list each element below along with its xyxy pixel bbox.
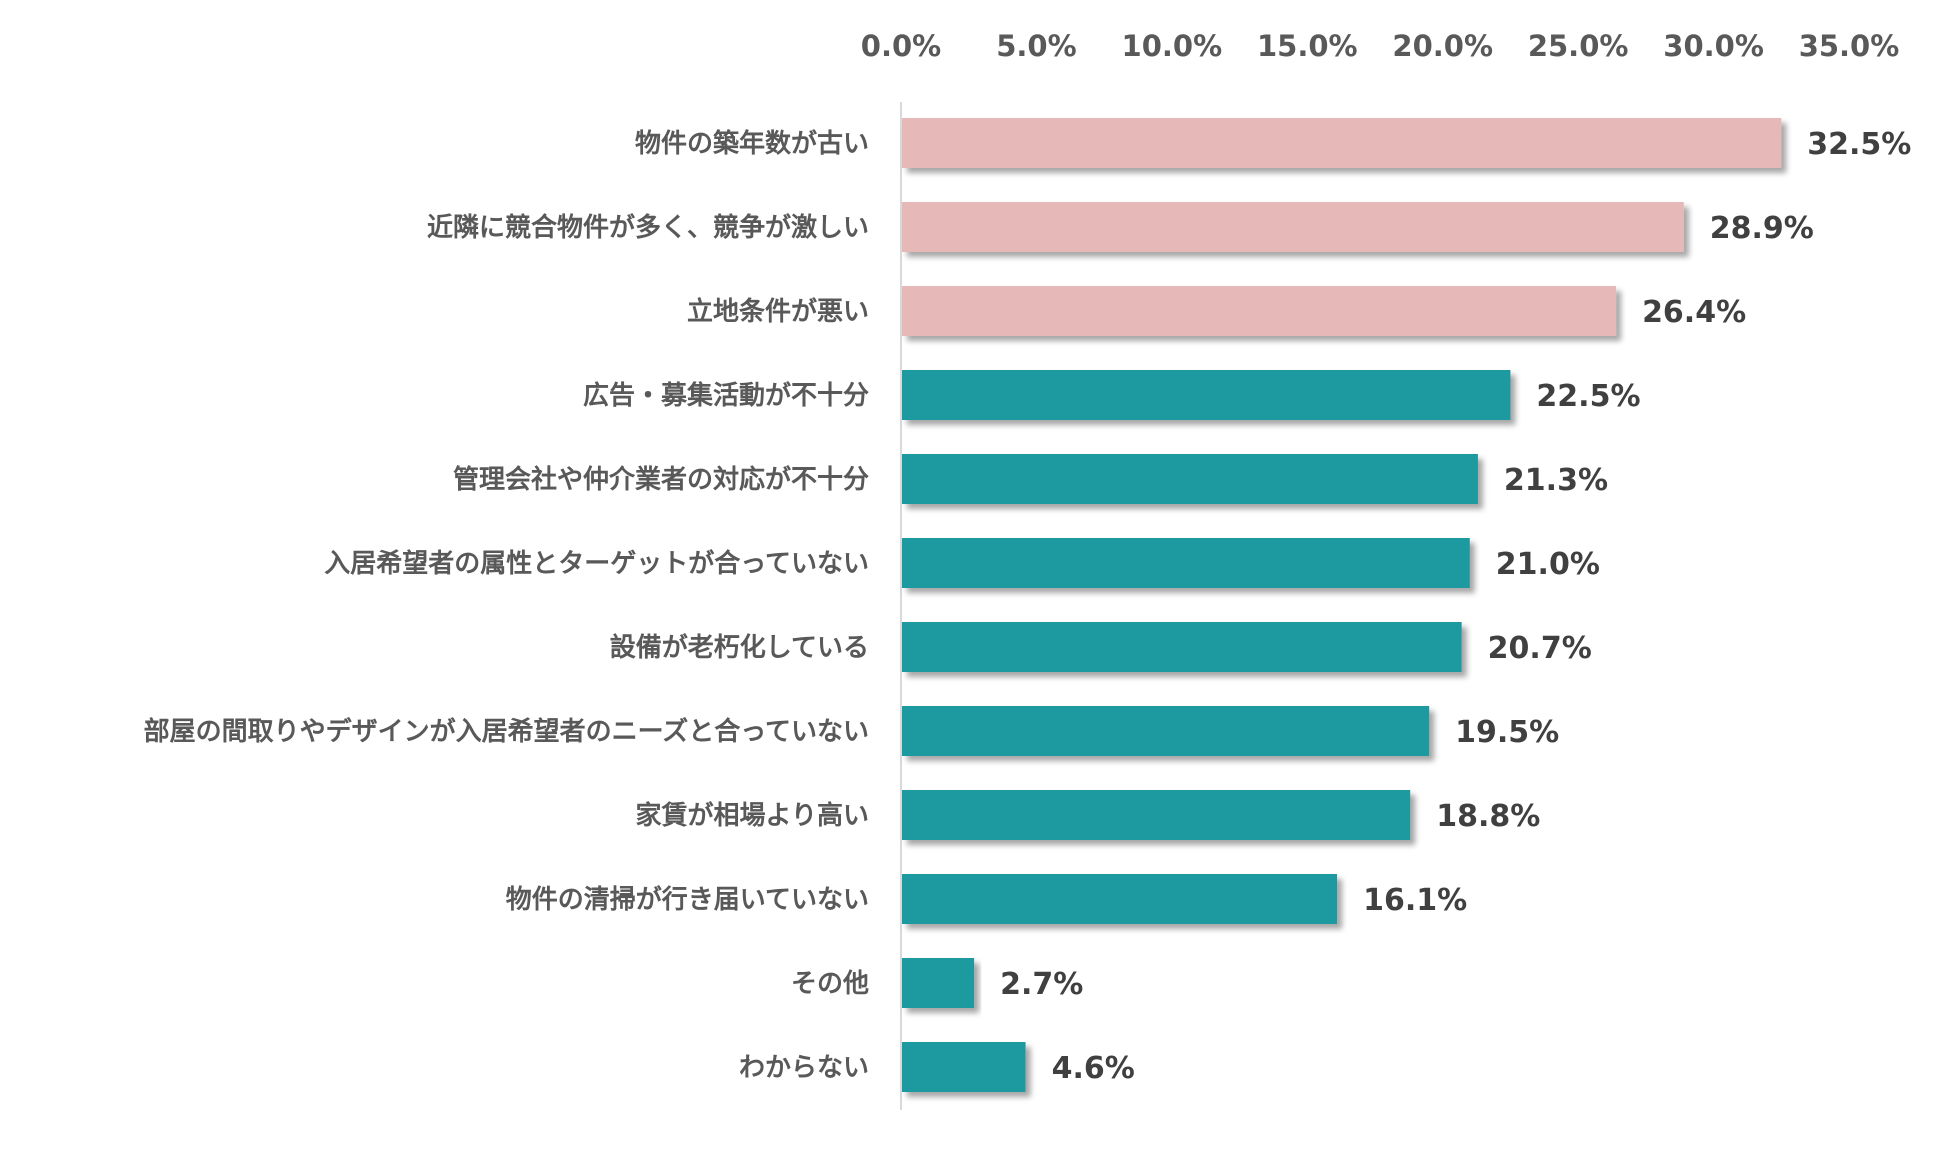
category-label: その他	[791, 969, 869, 999]
value-label: 16.1%	[1363, 883, 1467, 918]
category-label: わからない	[739, 1053, 869, 1083]
value-label: 20.7%	[1488, 631, 1592, 666]
bar	[902, 958, 975, 1008]
bar	[902, 202, 1684, 252]
value-label: 21.0%	[1496, 547, 1600, 582]
x-tick-label: 15.0%	[1257, 29, 1358, 63]
category-label: 広告・募集活動が不十分	[583, 380, 869, 411]
category-label: 管理会社や仲介業者の対応が不十分	[453, 464, 869, 495]
category-label: 近隣に競合物件が多く、競争が激しい	[427, 212, 869, 243]
bar	[902, 538, 1470, 588]
x-tick-label: 5.0%	[996, 29, 1076, 63]
category-label: 物件の築年数が古い	[635, 128, 869, 159]
bar	[902, 874, 1338, 924]
bar	[902, 1042, 1026, 1092]
bar	[902, 454, 1478, 504]
value-label: 2.7%	[1000, 967, 1083, 1002]
value-label: 19.5%	[1455, 715, 1559, 750]
category-label: 入居希望者の属性とターゲットが合っていない	[324, 548, 869, 579]
category-label: 家賃が相場より高い	[636, 800, 869, 831]
x-tick-label: 30.0%	[1663, 29, 1764, 63]
bar	[902, 286, 1617, 336]
bar	[902, 706, 1430, 756]
x-tick-label: 35.0%	[1799, 29, 1900, 63]
value-label: 26.4%	[1642, 295, 1746, 330]
x-tick-label: 10.0%	[1122, 29, 1223, 63]
category-label: 立地条件が悪い	[687, 296, 869, 327]
x-tick-label: 25.0%	[1528, 29, 1629, 63]
x-tick-label: 20.0%	[1392, 29, 1493, 63]
value-label: 18.8%	[1436, 799, 1540, 834]
bar	[902, 622, 1462, 672]
value-label: 22.5%	[1536, 379, 1640, 414]
category-label: 部屋の間取りやデザインが入居希望者のニーズと合っていない	[144, 716, 869, 747]
bar	[902, 790, 1411, 840]
bar	[902, 118, 1782, 168]
value-label: 28.9%	[1710, 211, 1814, 246]
value-label: 4.6%	[1052, 1051, 1135, 1086]
category-label: 設備が老朽化している	[610, 632, 869, 663]
x-tick-label: 0.0%	[861, 29, 941, 63]
value-label: 32.5%	[1807, 127, 1911, 162]
bar	[902, 370, 1511, 420]
category-label: 物件の清掃が行き届いていない	[506, 884, 869, 915]
value-label: 21.3%	[1504, 463, 1608, 498]
